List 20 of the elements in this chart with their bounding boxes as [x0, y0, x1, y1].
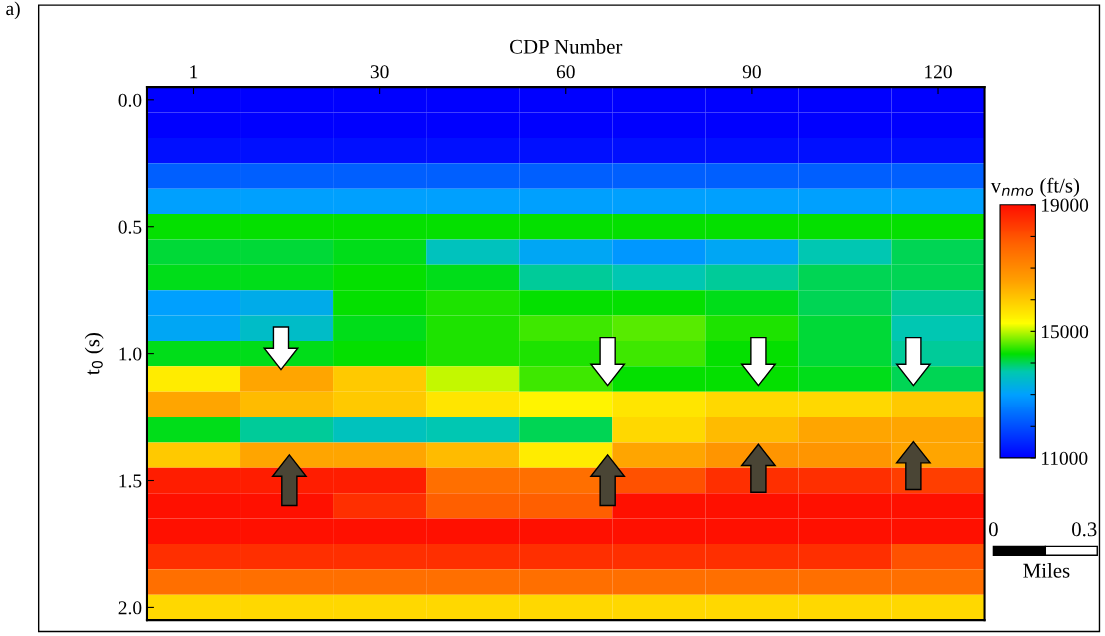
x-axis-title: CDP Number	[510, 39, 623, 54]
y-tick-label: 2.0	[118, 601, 142, 615]
x-tick-label: 90	[742, 65, 761, 79]
y-tick-label: 0.5	[118, 220, 142, 234]
text: a)	[6, 1, 20, 20]
x-tick-label: 30	[370, 65, 389, 79]
color-bar-label: 11000	[1041, 451, 1088, 465]
text: 0	[988, 522, 998, 537]
color-bar-label: 15000	[1041, 325, 1089, 339]
color-bar-label: 19000	[1041, 198, 1089, 212]
x-tick-label: 1	[190, 65, 198, 79]
y-tick-label: 1.0	[119, 347, 142, 361]
y-tick-label: 0.0	[118, 93, 142, 107]
x-tick-label: 120	[925, 65, 952, 79]
text: 0.3	[1072, 522, 1097, 537]
y-axis-title: t$_{0}$ (s)	[84, 333, 104, 375]
x-tick-label: 60	[556, 65, 575, 79]
text: Miles	[1023, 563, 1070, 578]
color-bar-title: v$_{nmo}$ (ft/s)	[990, 177, 1080, 197]
y-tick-label: 1.5	[119, 474, 142, 488]
